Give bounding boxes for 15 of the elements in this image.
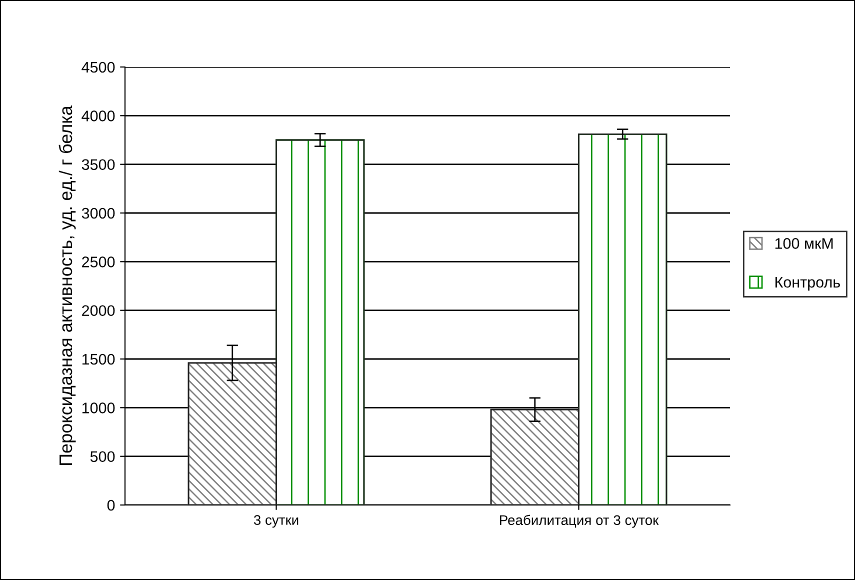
y-tick-label: 0 <box>107 500 115 511</box>
y-tick-label: 3500 <box>82 159 115 170</box>
y-tick-label: 1000 <box>82 402 115 414</box>
y-tick-label: 4500 <box>82 62 115 73</box>
y-tick-label: 500 <box>90 451 115 462</box>
x-tick-label: Реабилитация от 3 суток <box>500 514 659 528</box>
y-tick-label: 3000 <box>82 208 115 219</box>
legend-label: Контроль <box>776 276 840 291</box>
y-tick-label: 1500 <box>82 354 115 365</box>
y-tick-label: 4000 <box>82 110 115 122</box>
y-axis-title: Пероксидазная активность, уд. ед./ г белка <box>58 106 76 465</box>
y-tick-label: 2500 <box>82 256 115 268</box>
y-tick-label: 2000 <box>82 305 115 316</box>
legend-label: 100 мкМ <box>775 238 833 249</box>
x-tick-label: 3 сутки <box>254 515 298 528</box>
